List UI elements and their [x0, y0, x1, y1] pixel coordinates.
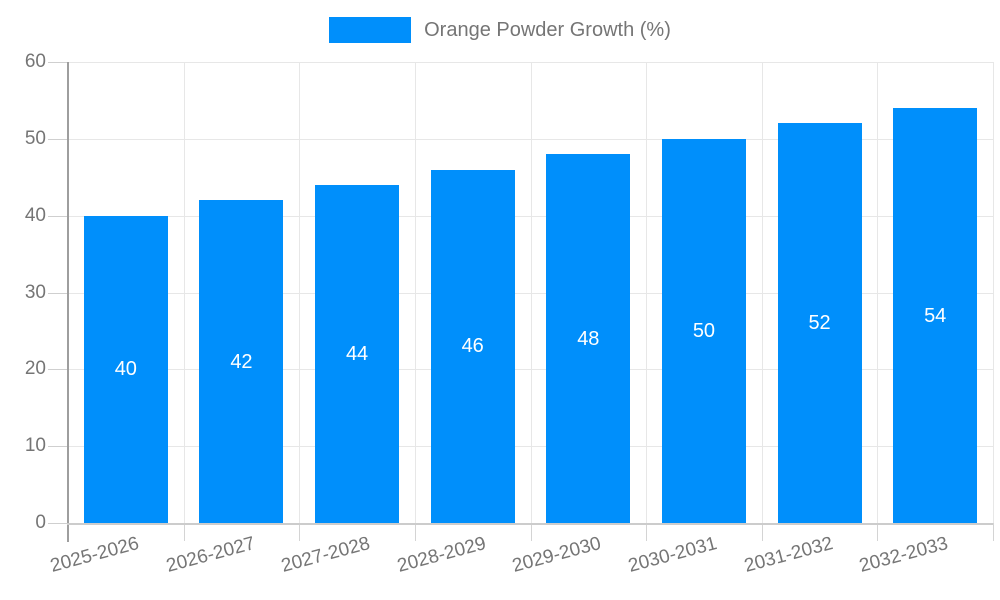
bar[interactable] — [546, 154, 631, 523]
y-axis-label: 20 — [24, 358, 46, 380]
y-axis-tick — [48, 215, 68, 217]
y-axis-label: 50 — [24, 127, 46, 149]
y-axis-label: 10 — [24, 435, 46, 457]
x-axis-label: 2031-2032 — [741, 533, 835, 577]
x-axis-label: 2032-2033 — [857, 533, 951, 577]
y-axis-tick — [48, 523, 68, 524]
x-gridline — [530, 62, 532, 523]
y-axis-line — [67, 62, 69, 542]
y-axis-label: 60 — [24, 51, 46, 72]
y-axis-tick — [48, 446, 68, 448]
x-gridline — [183, 62, 185, 523]
x-axis-tick — [761, 523, 763, 541]
x-axis-tick — [183, 523, 185, 541]
legend[interactable]: Orange Powder Growth (%) — [0, 17, 1000, 43]
y-axis-label: 40 — [24, 204, 46, 226]
bar[interactable] — [430, 169, 515, 523]
y-axis-tick — [48, 62, 68, 63]
x-gridline — [761, 62, 763, 523]
x-gridline — [646, 62, 648, 523]
x-axis-tick — [414, 523, 416, 541]
x-axis-label: 2026-2027 — [163, 533, 257, 577]
x-axis-label: 2028-2029 — [394, 533, 489, 577]
legend-label: Orange Powder Growth (%) — [424, 18, 671, 41]
x-gridline — [993, 62, 994, 523]
y-axis-label: 0 — [35, 512, 46, 533]
x-gridline — [414, 62, 416, 523]
x-axis-tick — [993, 523, 994, 541]
bar[interactable] — [315, 184, 400, 523]
x-axis-label: 2025-2026 — [48, 533, 142, 577]
x-axis-tick — [299, 523, 301, 541]
x-axis-tick — [646, 523, 648, 541]
x-axis-label: 2029-2030 — [510, 533, 604, 577]
y-axis-label: 30 — [24, 281, 46, 303]
x-gridline — [877, 62, 879, 523]
legend-swatch — [329, 17, 412, 43]
bar[interactable] — [777, 123, 862, 523]
bar[interactable] — [83, 215, 168, 523]
x-axis-label: 2030-2031 — [626, 533, 720, 577]
x-axis-label: 2027-2028 — [279, 533, 373, 577]
x-axis-tick — [530, 523, 532, 541]
bar[interactable] — [661, 138, 746, 523]
x-axis-line — [67, 523, 993, 525]
y-axis-tick — [48, 369, 68, 371]
y-axis-tick — [48, 138, 68, 140]
bar[interactable] — [199, 200, 284, 523]
x-gridline — [299, 62, 301, 523]
x-axis-tick — [877, 523, 879, 541]
y-axis-tick — [48, 292, 68, 294]
bar[interactable] — [893, 108, 978, 523]
